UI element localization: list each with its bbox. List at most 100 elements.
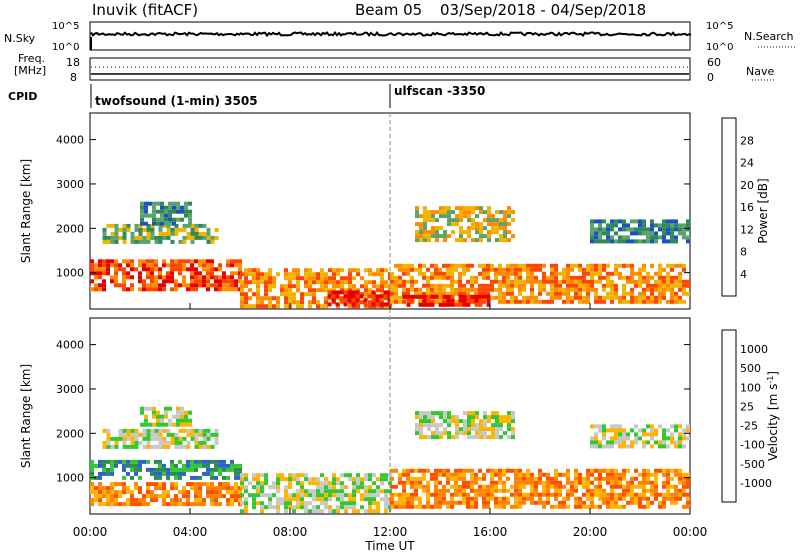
echo-cell <box>686 235 690 240</box>
echo-cell <box>300 296 304 301</box>
echo-cell <box>202 482 206 487</box>
echo-cell <box>158 231 163 236</box>
echo-cell <box>344 501 348 506</box>
echo-cell <box>214 428 219 433</box>
echo-cell <box>356 481 360 486</box>
echo-cell <box>486 294 491 299</box>
echo-cell <box>614 291 618 296</box>
echo-cell <box>336 481 340 486</box>
echo-cell <box>430 504 434 509</box>
y-tick-label: 1000 <box>56 472 84 485</box>
echo-cell <box>650 283 654 288</box>
echo-cell <box>682 227 686 232</box>
echo-cell <box>475 411 479 416</box>
echo-cell <box>454 468 458 473</box>
echo-cell <box>642 275 646 280</box>
echo-cell <box>218 275 222 280</box>
echo-cell <box>479 234 483 239</box>
echo-cell <box>394 287 398 292</box>
echo-cell <box>218 502 222 507</box>
echo-cell <box>446 472 450 477</box>
echo-cell <box>642 480 646 485</box>
echo-cell <box>126 486 130 491</box>
echo-cell <box>598 472 602 477</box>
echo-cell <box>122 475 126 480</box>
echo-cell <box>423 218 427 223</box>
echo-cell <box>590 227 594 232</box>
echo-cell <box>178 467 182 472</box>
echo-cell <box>530 291 534 296</box>
echo-cell <box>423 238 427 243</box>
echo-cell <box>518 500 522 505</box>
echo-cell <box>566 283 570 288</box>
echo-cell <box>268 280 272 285</box>
echo-cell <box>214 498 218 503</box>
echo-cell <box>450 291 454 296</box>
echo-cell <box>554 287 558 292</box>
echo-cell <box>427 238 431 243</box>
echo-cell <box>122 428 127 433</box>
echo-cell <box>304 292 308 297</box>
echo-cell <box>138 490 142 495</box>
echo-cell <box>602 468 606 473</box>
echo-cell <box>144 406 148 411</box>
echo-cell <box>467 230 471 235</box>
echo-cell <box>166 428 171 433</box>
echo-cell <box>490 484 494 489</box>
echo-cell <box>327 294 332 299</box>
echo-cell <box>462 480 466 485</box>
echo-cell <box>182 283 186 288</box>
echo-cell <box>479 423 483 428</box>
echo-cell <box>292 497 296 502</box>
echo-cell <box>328 497 332 502</box>
echo-cell <box>446 302 451 307</box>
echo-cell <box>562 484 566 489</box>
echo-cell <box>482 500 486 505</box>
echo-cell <box>226 482 230 487</box>
echo-cell <box>423 210 427 215</box>
echo-cell <box>222 463 226 468</box>
echo-cell <box>170 263 174 268</box>
echo-cell <box>390 500 394 505</box>
echo-cell <box>198 482 202 487</box>
echo-cell <box>292 272 296 277</box>
echo-cell <box>268 493 272 498</box>
echo-cell <box>380 292 384 297</box>
echo-cell <box>434 287 438 292</box>
echo-cell <box>198 490 202 495</box>
echo-cell <box>162 263 166 268</box>
echo-cell <box>186 432 191 437</box>
echo-cell <box>598 424 602 429</box>
echo-cell <box>248 268 252 273</box>
echo-cell <box>244 505 248 510</box>
colorbar-tick-label: 100 <box>740 381 761 394</box>
echo-cell <box>240 501 244 506</box>
echo-cell <box>142 235 147 240</box>
echo-cell <box>152 422 156 427</box>
echo-cell <box>658 424 662 429</box>
echo-cell <box>590 263 594 268</box>
echo-cell <box>682 472 686 477</box>
echo-cell <box>284 497 288 502</box>
echo-cell <box>244 296 248 301</box>
echo-cell <box>678 299 682 304</box>
echo-cell <box>102 271 106 276</box>
echo-cell <box>352 284 356 289</box>
echo-cell <box>503 431 507 436</box>
echo-cell <box>598 484 602 489</box>
echo-cell <box>126 275 130 280</box>
echo-cell <box>190 223 195 228</box>
echo-cell <box>471 238 475 243</box>
echo-cell <box>582 295 586 300</box>
echo-cell <box>94 263 98 268</box>
echo-cell <box>414 488 418 493</box>
echo-cell <box>474 488 478 493</box>
echo-cell <box>162 235 167 240</box>
echo-cell <box>459 234 463 239</box>
echo-cell <box>371 290 376 295</box>
echo-cell <box>110 436 115 441</box>
echo-cell <box>164 221 168 226</box>
echo-cell <box>662 219 666 224</box>
echo-cell <box>530 283 534 288</box>
echo-cell <box>426 492 430 497</box>
